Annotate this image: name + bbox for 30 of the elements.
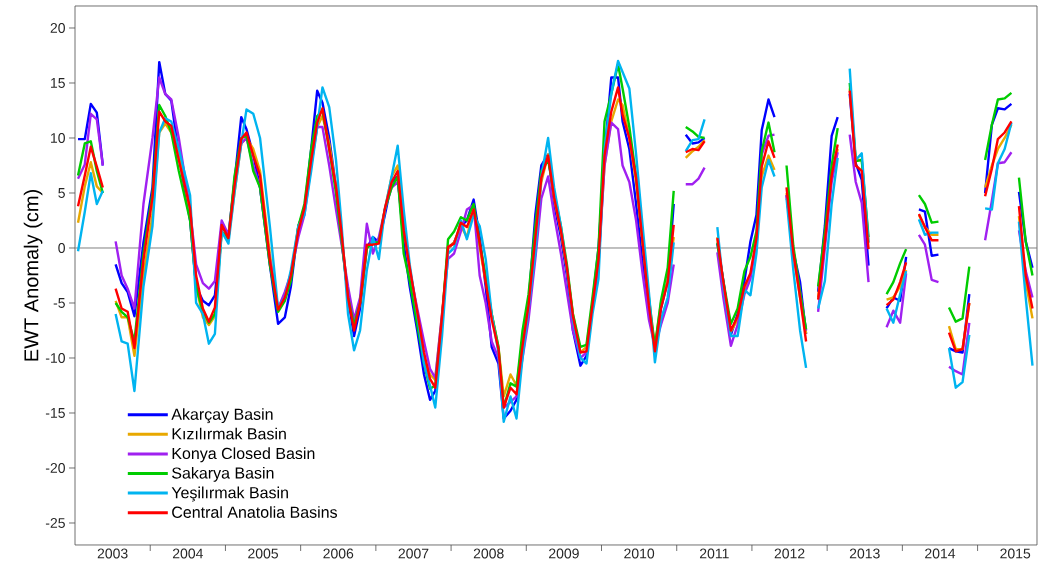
legend-label: Yeşilırmak Basin xyxy=(171,486,288,502)
legend-label: Akarçay Basin xyxy=(171,408,273,424)
x-tick-label: 2003 xyxy=(97,548,128,559)
x-tick-label: 2013 xyxy=(849,548,880,559)
legend-label: Central Anatolia Basins xyxy=(172,506,337,518)
x-tick-label: 2004 xyxy=(172,548,203,559)
y-tick-label: -20 xyxy=(45,463,65,473)
legend-label: Sakarya Basin xyxy=(172,466,274,482)
y-tick-label: 0 xyxy=(58,243,65,253)
x-tick-label: 2006 xyxy=(323,548,354,559)
x-tick-label: 2007 xyxy=(398,548,429,559)
y-tick-label: 5 xyxy=(58,188,65,198)
y-tick-label: -10 xyxy=(45,353,65,363)
x-tick-label: 2010 xyxy=(624,548,655,559)
x-tick-label: 2008 xyxy=(473,548,504,559)
legend-label: Konya Closed Basin xyxy=(172,447,315,463)
x-tick-label: 2005 xyxy=(248,548,279,559)
y-tick-label: 20 xyxy=(50,23,65,33)
x-tick-label: 2015 xyxy=(1000,548,1031,559)
x-tick-label: 2009 xyxy=(549,548,579,559)
x-tick-label: 2012 xyxy=(774,548,805,559)
y-tick-label: -25 xyxy=(45,518,65,528)
y-tick-label: -5 xyxy=(53,298,65,308)
y-tick-label: 10 xyxy=(51,133,65,143)
x-tick-label: 2011 xyxy=(699,548,729,559)
x-tick-label: 2014 xyxy=(925,548,956,559)
y-tick-label: 15 xyxy=(51,78,65,88)
y-tick-label: -15 xyxy=(45,408,65,418)
legend-label: Kızılırmak Basin xyxy=(172,427,286,440)
y-axis-title: EWT Anomaly (cm) xyxy=(23,190,43,361)
